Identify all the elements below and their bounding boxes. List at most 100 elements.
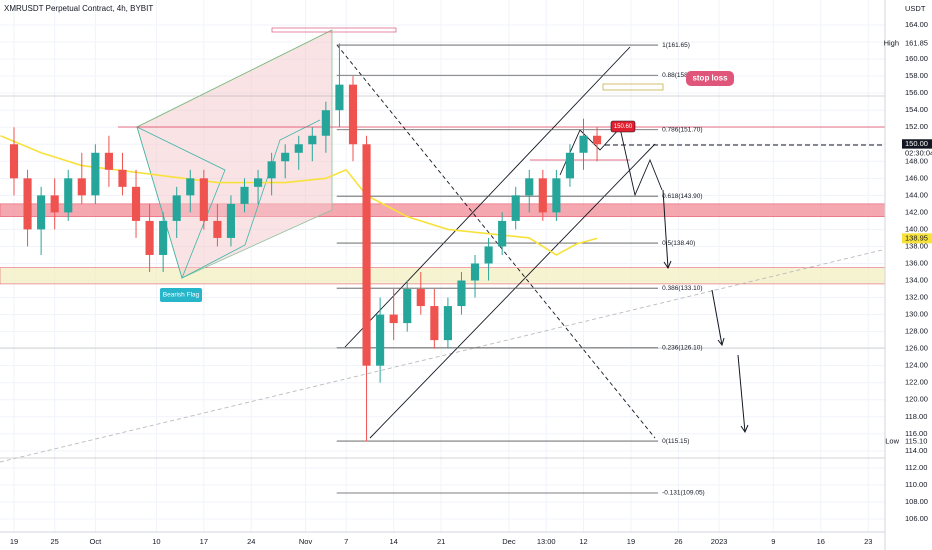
- x-tick-label: 17: [200, 537, 208, 546]
- x-tick-label: 24: [247, 537, 255, 546]
- candle-body: [498, 220, 507, 247]
- x-tick-label: 25: [51, 537, 59, 546]
- y-tick-label: 128.00: [905, 327, 928, 336]
- price-tag: 150.60: [614, 124, 633, 130]
- fib-label: 1(161.65): [662, 42, 690, 49]
- y-tick-label: 112.00: [905, 463, 927, 472]
- candle-body: [525, 178, 534, 196]
- grid: [0, 0, 885, 532]
- price-label-bg: [902, 38, 932, 49]
- fib-label: 0.618(143.90): [662, 193, 702, 200]
- price-label-name: Low: [885, 436, 899, 445]
- candle-body: [267, 161, 276, 179]
- candle-body: [430, 306, 439, 341]
- x-tick-label: Nov: [299, 537, 313, 546]
- x-tick-label: 7: [344, 537, 348, 546]
- y-tick-label: 140.00: [905, 224, 928, 233]
- candle-body: [294, 144, 303, 153]
- candle-body: [335, 84, 344, 111]
- box: [602, 83, 664, 91]
- x-tick-label: 13:00: [537, 537, 556, 546]
- flag-label: Bearish Flag: [163, 292, 200, 299]
- y-tick-label: 132.00: [905, 293, 928, 302]
- candle-body: [213, 220, 222, 238]
- candle-body: [538, 178, 547, 213]
- candle-body: [376, 314, 385, 366]
- candle-body: [484, 246, 493, 264]
- x-tick-label: Dec: [502, 537, 516, 546]
- y-tick-label: 158.00: [905, 71, 928, 80]
- x-tick-label: 14: [389, 537, 397, 546]
- candle-body: [416, 289, 425, 307]
- candle-body: [172, 195, 181, 221]
- arrow: [662, 189, 669, 269]
- candle-body: [131, 186, 141, 221]
- fib-levels: 1(161.65) 0.88(158.10) 0.786(151.70) 0.618(…: [336, 42, 705, 497]
- fib-label: 0.786(151.70): [662, 127, 702, 134]
- y-tick-label: 156.00: [905, 88, 928, 97]
- price-label: 115.10: [905, 436, 927, 445]
- drawings: [0, 27, 932, 463]
- candle-body: [64, 178, 73, 213]
- candle-body: [565, 152, 575, 179]
- box: [271, 27, 397, 33]
- y-tick-label: 124.00: [905, 361, 928, 370]
- candle-body: [50, 195, 59, 213]
- candle-body: [281, 152, 290, 162]
- y-tick-label: 130.00: [905, 310, 928, 319]
- y-tick-label: 136.00: [905, 258, 928, 267]
- price-label-bg: [902, 233, 932, 244]
- candle-body: [104, 152, 113, 170]
- candle-body: [579, 135, 588, 153]
- moving-average: [0, 135, 598, 256]
- y-tick-label: 126.00: [905, 344, 928, 353]
- x-tick-label: 23: [864, 537, 872, 546]
- x-tick-label: 19: [10, 537, 18, 546]
- chart-title: XMRUSDT Perpetual Contract, 4h, BYBIT: [4, 4, 153, 13]
- price-label: 161.85: [905, 38, 928, 47]
- candle-body: [308, 135, 317, 145]
- y-tick-label: 120.00: [905, 395, 928, 404]
- candle-body: [37, 195, 46, 230]
- y-tick-label: 122.00: [905, 378, 928, 387]
- y-tick-label: 144.00: [905, 190, 928, 199]
- candle-body: [226, 203, 236, 238]
- candle-body: [145, 220, 154, 255]
- dashed-diagonal: [336, 44, 656, 439]
- flag-label-bg: [160, 288, 202, 302]
- y-tick-label: 110.00: [905, 480, 927, 489]
- y-tick-label: 134.00: [905, 276, 928, 285]
- arrow: [737, 354, 746, 433]
- y-tick-label: 118.00: [905, 412, 927, 421]
- y-tick-label: 106.00: [905, 514, 928, 523]
- y-tick-label: 148.00: [905, 156, 928, 165]
- candle-body: [457, 280, 466, 307]
- price-label: 138.95: [905, 233, 928, 242]
- y-tick-label: 146.00: [905, 173, 928, 182]
- currency: USDT: [905, 4, 926, 13]
- y-tick-label: 164.00: [905, 20, 928, 29]
- candles: [9, 43, 602, 442]
- fib-label: 0(115.15): [662, 438, 689, 445]
- price-axis-bg: [885, 0, 932, 550]
- y-tick-label: 138.00: [905, 241, 928, 250]
- stop-loss-label-bg: [686, 71, 734, 86]
- price-label-bg: [902, 139, 932, 150]
- time-axis-bg: [0, 532, 885, 550]
- stop-loss-label: stop loss: [692, 74, 728, 83]
- candle-body: [403, 289, 412, 324]
- arrow-head: [717, 337, 725, 347]
- y-tick-label: 152.00: [905, 122, 928, 131]
- fib-label: 0.88(158.10): [662, 72, 699, 79]
- x-tick-label: 21: [437, 537, 445, 546]
- x-tick-label: 12: [579, 537, 587, 546]
- y-tick-label: 154.00: [905, 105, 928, 114]
- candle-body: [199, 178, 208, 221]
- candle-body: [348, 84, 358, 145]
- trend-line: [136, 29, 333, 128]
- axes: 106.00 108.00 110.00 112.00 114.00 116.00 118.…: [10, 20, 932, 546]
- candle-body: [511, 195, 520, 221]
- candle-body: [254, 178, 263, 187]
- arrow-head: [663, 260, 672, 270]
- arrow-head: [740, 424, 749, 434]
